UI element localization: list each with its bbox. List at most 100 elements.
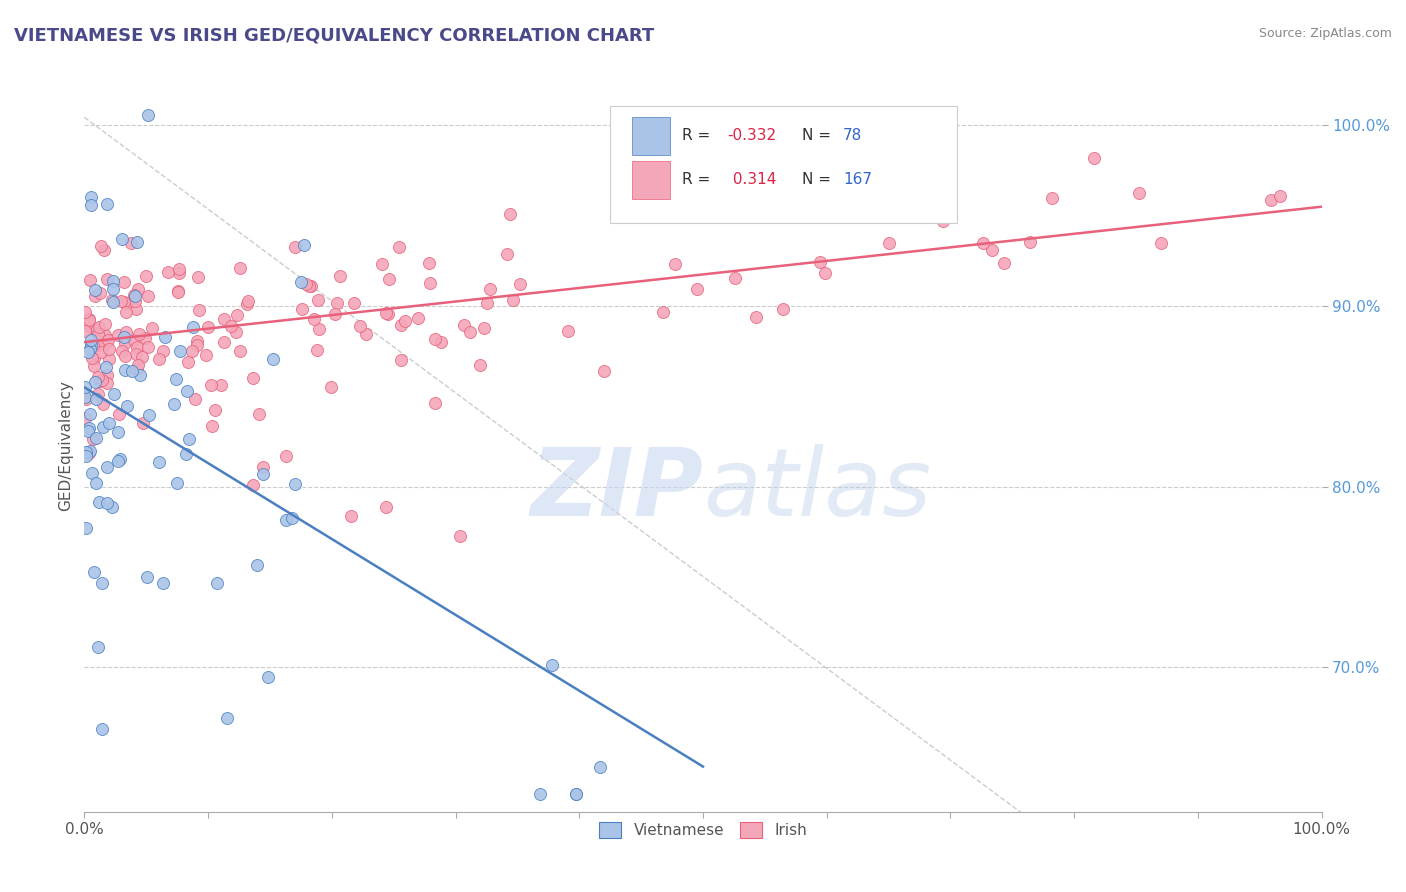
- Point: [96, 368, 118, 383]
- Point: [294, 277, 316, 291]
- Point: [389, 352, 412, 367]
- Point: [176, 384, 198, 398]
- Point: [96, 459, 118, 474]
- Point: [120, 235, 142, 250]
- Point: [89, 320, 111, 334]
- Point: [127, 281, 149, 295]
- Point: [136, 108, 159, 122]
- Point: [394, 314, 416, 328]
- Point: [589, 760, 612, 774]
- Point: [212, 335, 235, 350]
- Point: [423, 331, 446, 345]
- Point: [77, 446, 100, 460]
- Point: [112, 330, 135, 344]
- Point: [107, 328, 129, 343]
- Point: [73, 390, 96, 404]
- Point: [323, 307, 346, 321]
- Point: [94, 360, 117, 375]
- Point: [115, 304, 138, 318]
- Point: [162, 397, 184, 411]
- Point: [284, 240, 307, 254]
- Point: [77, 313, 100, 327]
- Point: [131, 351, 153, 365]
- Point: [274, 450, 297, 464]
- Point: [593, 364, 616, 378]
- Text: 167: 167: [842, 171, 872, 186]
- Point: [1260, 193, 1282, 207]
- Point: [128, 326, 150, 341]
- Point: [87, 640, 110, 655]
- Point: [229, 344, 252, 359]
- Point: [166, 284, 188, 298]
- Point: [406, 310, 429, 325]
- FancyBboxPatch shape: [610, 106, 956, 223]
- Point: [236, 297, 259, 311]
- Point: [247, 407, 270, 421]
- Point: [94, 335, 117, 350]
- Point: [252, 467, 274, 482]
- Point: [73, 305, 96, 319]
- Point: [932, 214, 955, 228]
- Point: [96, 196, 118, 211]
- Point: [472, 320, 495, 334]
- Point: [157, 265, 180, 279]
- Point: [284, 477, 307, 491]
- Point: [349, 319, 371, 334]
- Point: [298, 279, 321, 293]
- Text: atlas: atlas: [703, 444, 931, 535]
- Point: [246, 558, 269, 572]
- Point: [389, 318, 412, 332]
- Point: [90, 239, 112, 253]
- Point: [77, 345, 100, 359]
- Point: [122, 287, 145, 301]
- Point: [98, 351, 121, 366]
- Point: [201, 418, 224, 433]
- Point: [375, 500, 398, 514]
- Point: [89, 374, 111, 388]
- Point: [212, 312, 235, 326]
- Point: [186, 334, 208, 348]
- Point: [304, 311, 326, 326]
- Point: [90, 723, 112, 737]
- Point: [136, 289, 159, 303]
- Point: [174, 447, 197, 461]
- Point: [724, 271, 747, 285]
- Y-axis label: GED/Equivalency: GED/Equivalency: [58, 381, 73, 511]
- Point: [82, 337, 104, 351]
- Point: [94, 328, 117, 343]
- Point: [725, 182, 748, 196]
- Point: [177, 432, 200, 446]
- Point: [425, 396, 447, 410]
- Point: [79, 444, 101, 458]
- Text: ZIP: ZIP: [530, 444, 703, 536]
- Point: [135, 569, 157, 583]
- Point: [354, 326, 377, 341]
- Point: [453, 318, 475, 333]
- Point: [124, 294, 146, 309]
- Point: [280, 510, 302, 524]
- Point: [112, 294, 135, 309]
- Point: [252, 459, 274, 474]
- Point: [388, 240, 411, 254]
- Point: [121, 364, 143, 378]
- Point: [111, 232, 134, 246]
- Point: [86, 322, 108, 336]
- Point: [197, 319, 219, 334]
- Point: [1040, 191, 1063, 205]
- Point: [90, 344, 112, 359]
- Point: [115, 295, 138, 310]
- Text: 0.314: 0.314: [728, 171, 776, 186]
- Point: [294, 238, 316, 252]
- Point: [1268, 188, 1291, 202]
- Point: [1128, 186, 1150, 200]
- Point: [111, 343, 134, 358]
- Point: [110, 293, 132, 308]
- Point: [125, 361, 148, 376]
- Point: [75, 521, 97, 535]
- Point: [652, 304, 675, 318]
- Point: [134, 331, 156, 345]
- Point: [183, 392, 205, 406]
- Point: [114, 363, 136, 377]
- Point: [103, 387, 125, 401]
- Point: [135, 269, 157, 284]
